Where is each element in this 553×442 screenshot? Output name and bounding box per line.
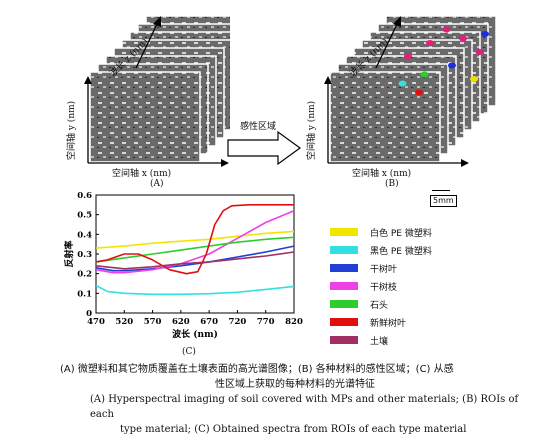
y-tick-label: 0.4 — [77, 230, 92, 240]
x-axis-title: 波长 (nm) — [172, 328, 218, 340]
series-line — [95, 245, 295, 272]
legend-swatch — [330, 318, 358, 326]
legend-swatch — [330, 336, 358, 344]
legend-swatch — [330, 246, 358, 254]
legend-swatch — [330, 264, 358, 272]
x-tick-label: 770 — [257, 317, 275, 327]
y-tick-label: 0.5 — [77, 211, 92, 221]
legend-label: 白色 PE 微塑料 — [370, 229, 432, 239]
legend-label: 干树枝 — [370, 283, 398, 293]
transform-arrow — [227, 130, 302, 166]
caption-en-line-2: type material; (C) Obtained spectra from… — [120, 424, 467, 435]
legend-label: 石头 — [370, 301, 389, 311]
y-tick-label: 0.1 — [77, 289, 92, 299]
panel-a-x-axis-label: 空间轴 x (nm) — [112, 169, 172, 179]
hyperspectral-cube-b — [324, 15, 497, 167]
roi-marker — [415, 89, 423, 96]
series-line — [95, 236, 295, 263]
panel-b-tag: (B) — [385, 179, 399, 189]
y-tick-label: 0.6 — [77, 191, 92, 201]
panel-a: 空间轴 y (nm) 空间轴 x (nm) 波长 z (nm) (A) — [0, 0, 230, 190]
caption-en-line-1: (A) Hyperspectral imaging of soil covere… — [90, 394, 519, 420]
x-tick-label: 720 — [229, 317, 247, 327]
figure-caption: (A) 微塑料和其它物质覆盖在土壤表面的高光谱图像；(B) 各种材料的感性区域；… — [60, 362, 530, 437]
panel-b: 空间轴 y (nm) 空间轴 x (nm) 波长 z (nm) (B) 5mm — [290, 0, 530, 207]
x-tick-label: 820 — [285, 317, 303, 327]
legend-swatch — [330, 282, 358, 290]
roi-marker — [475, 49, 484, 55]
roi-marker — [448, 62, 456, 69]
panel-a-tag: (A) — [150, 179, 164, 189]
x-tick-label: 570 — [144, 317, 162, 327]
series-line — [95, 204, 294, 275]
scale-bar-line — [432, 190, 450, 191]
legend-swatch — [330, 228, 358, 236]
x-tick-label: 520 — [115, 317, 133, 327]
arrow-label: 感性区域 — [240, 122, 277, 132]
y-tick-label: 0.2 — [77, 270, 92, 280]
scale-bar-label: 5mm — [430, 195, 457, 207]
y-axis-title: 反射率 — [63, 240, 75, 267]
y-tick-label: 0.3 — [77, 250, 92, 260]
roi-marker — [481, 31, 489, 37]
caption-zh-line-2: 性区域上获取的每种材料的光谱特征 — [215, 379, 375, 390]
x-tick-label: 470 — [87, 317, 105, 327]
y-tick-label: 0 — [86, 309, 92, 319]
roi-marker — [470, 76, 478, 82]
roi-marker — [442, 26, 451, 33]
roi-marker — [459, 35, 467, 42]
series-line — [95, 284, 295, 296]
legend-label: 土壤 — [370, 337, 389, 347]
legend-label: 黑色 PE 微塑料 — [370, 247, 432, 257]
roi-marker — [404, 53, 412, 60]
roi-marker — [398, 80, 407, 87]
series-line — [95, 251, 295, 270]
panel-b-y-axis-label: 空间轴 y (nm) — [307, 100, 317, 160]
spectral-band-layer — [329, 71, 441, 163]
spectral-band-layer — [89, 71, 201, 163]
hyperspectral-cube-a — [84, 15, 230, 167]
caption-zh-line-1: (A) 微塑料和其它物质覆盖在土壤表面的高光谱图像；(B) 各种材料的感性区域；… — [60, 364, 454, 375]
panel-c-tag: (C) — [182, 347, 196, 357]
legend-label: 干树叶 — [370, 265, 398, 275]
x-tick-label: 670 — [200, 317, 218, 327]
panel-a-y-axis-label: 空间轴 y (nm) — [67, 100, 77, 160]
x-tick-label: 620 — [172, 317, 190, 327]
legend-label: 新鲜树叶 — [370, 319, 407, 329]
legend-swatch — [330, 300, 358, 308]
series-line — [95, 230, 295, 249]
roi-marker — [426, 40, 434, 46]
spectra-chart: 470 520 570 620 670 720 770 820 0 0.1 0.2 0.3 0.4 0.5… — [63, 191, 303, 340]
panel-b-x-axis-label: 空间轴 x (nm) — [352, 169, 412, 179]
roi-marker — [420, 71, 429, 78]
